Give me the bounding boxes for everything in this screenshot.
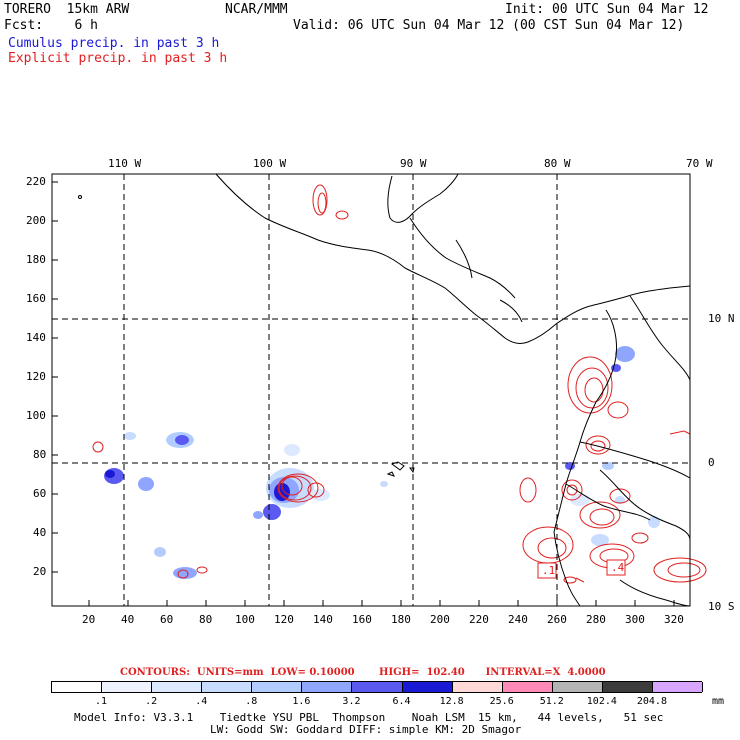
- valid-time: Valid: 06 UTC Sun 04 Mar 12 (00 CST Sun …: [293, 18, 685, 33]
- colorbar-label: .2: [145, 696, 158, 707]
- colorbar-label: .8: [245, 696, 258, 707]
- lat-label: 10 N: [708, 312, 735, 325]
- colorbar-swatch: [402, 682, 453, 692]
- colorbar-swatch: [452, 682, 503, 692]
- x-tick-label: 100: [235, 613, 255, 626]
- x-tick-label: 320: [664, 613, 684, 626]
- legend-cumulus: Cumulus precip. in past 3 h: [8, 36, 220, 51]
- y-tick-label: 180: [26, 253, 46, 266]
- colorbar-swatch: [552, 682, 603, 692]
- colorbar-label: .4: [195, 696, 208, 707]
- x-ticks: [88, 600, 675, 606]
- colorbar-swatch: [302, 682, 353, 692]
- contour-label: .1: [542, 564, 556, 577]
- y-tick-label: 20: [33, 565, 47, 578]
- y-tick-label: 160: [26, 292, 46, 305]
- colorbar-unit: mm: [712, 696, 725, 707]
- x-tick-label: 200: [430, 613, 450, 626]
- map-frame: [51, 173, 691, 607]
- x-tick-label: 220: [469, 613, 489, 626]
- x-tick-label: 180: [391, 613, 411, 626]
- colorbar-label: .1: [95, 696, 108, 707]
- org-label: NCAR/MMM: [225, 2, 288, 17]
- lon-label: 80 W: [544, 157, 571, 170]
- contours-info: CONTOURS: UNITS=mm LOW= 0.10000 HIGH= 10…: [120, 667, 606, 678]
- contour-label: .4: [611, 561, 625, 574]
- colorbar-label: 102.4: [586, 696, 617, 707]
- colorbar-label: 51.2: [539, 696, 564, 707]
- colorbar-swatch: [252, 682, 303, 692]
- x-tick-label: 80: [199, 613, 213, 626]
- x-tick-label: 40: [121, 613, 135, 626]
- y-tick-label: 60: [33, 487, 47, 500]
- init-time: Init: 00 UTC Sun 04 Mar 12: [505, 2, 709, 17]
- graticule: [52, 174, 690, 606]
- colorbar-swatch: [652, 682, 703, 692]
- lat-label: 0: [708, 456, 715, 469]
- lat-label: 10 S: [708, 600, 735, 613]
- y-tick-label: 140: [26, 331, 46, 344]
- x-tick-label: 160: [352, 613, 372, 626]
- colorbar-swatch: [502, 682, 553, 692]
- x-tick-label: 240: [508, 613, 528, 626]
- lon-label: 100 W: [253, 157, 287, 170]
- y-tick-label: 100: [26, 409, 46, 422]
- colorbar-swatch: [152, 682, 203, 692]
- legend-explicit: Explicit precip. in past 3 h: [8, 51, 228, 66]
- forecast-hour: Fcst: 6 h: [4, 18, 98, 33]
- physics-info: LW: Godd SW: Goddard DIFF: simple KM: 2D…: [210, 723, 522, 736]
- explicit-contours: [92, 184, 707, 584]
- colorbar-label: 3.2: [342, 696, 361, 707]
- y-tick-label: 40: [33, 526, 47, 539]
- colorbar-swatch: [52, 682, 103, 692]
- y-tick-label: 80: [33, 448, 47, 461]
- x-tick-label: 120: [274, 613, 294, 626]
- x-tick-label: 260: [547, 613, 567, 626]
- x-tick-label: 300: [625, 613, 645, 626]
- contour-label-boxes: [537, 559, 626, 579]
- coastlines: [78, 173, 691, 607]
- lon-label: 110 W: [108, 157, 142, 170]
- lon-label: 70 W: [686, 157, 713, 170]
- colorbar-label: 6.4: [392, 696, 411, 707]
- x-tick-label: 280: [586, 613, 606, 626]
- colorbar-label: 25.6: [489, 696, 514, 707]
- colorbar-label: 204.8: [636, 696, 667, 707]
- colorbar-swatch: [352, 682, 403, 692]
- colorbar-label: 1.6: [292, 696, 311, 707]
- colorbar-swatch: [602, 682, 653, 692]
- colorbar: [51, 681, 703, 693]
- colorbar-swatch: [202, 682, 253, 692]
- x-tick-label: 60: [160, 613, 174, 626]
- model-info: Model Info: V3.3.1 Tiedtke YSU PBL Thomp…: [74, 711, 664, 724]
- y-ticks: [52, 181, 58, 573]
- model-title: TORERO 15km ARW: [4, 2, 130, 17]
- colorbar-swatch: [102, 682, 153, 692]
- y-tick-label: 220: [26, 175, 46, 188]
- y-tick-label: 200: [26, 214, 46, 227]
- x-tick-label: 140: [313, 613, 333, 626]
- lon-label: 90 W: [400, 157, 427, 170]
- x-tick-label: 20: [82, 613, 96, 626]
- y-tick-label: 120: [26, 370, 46, 383]
- cumulus-shading: [104, 346, 660, 579]
- colorbar-label: 12.8: [439, 696, 464, 707]
